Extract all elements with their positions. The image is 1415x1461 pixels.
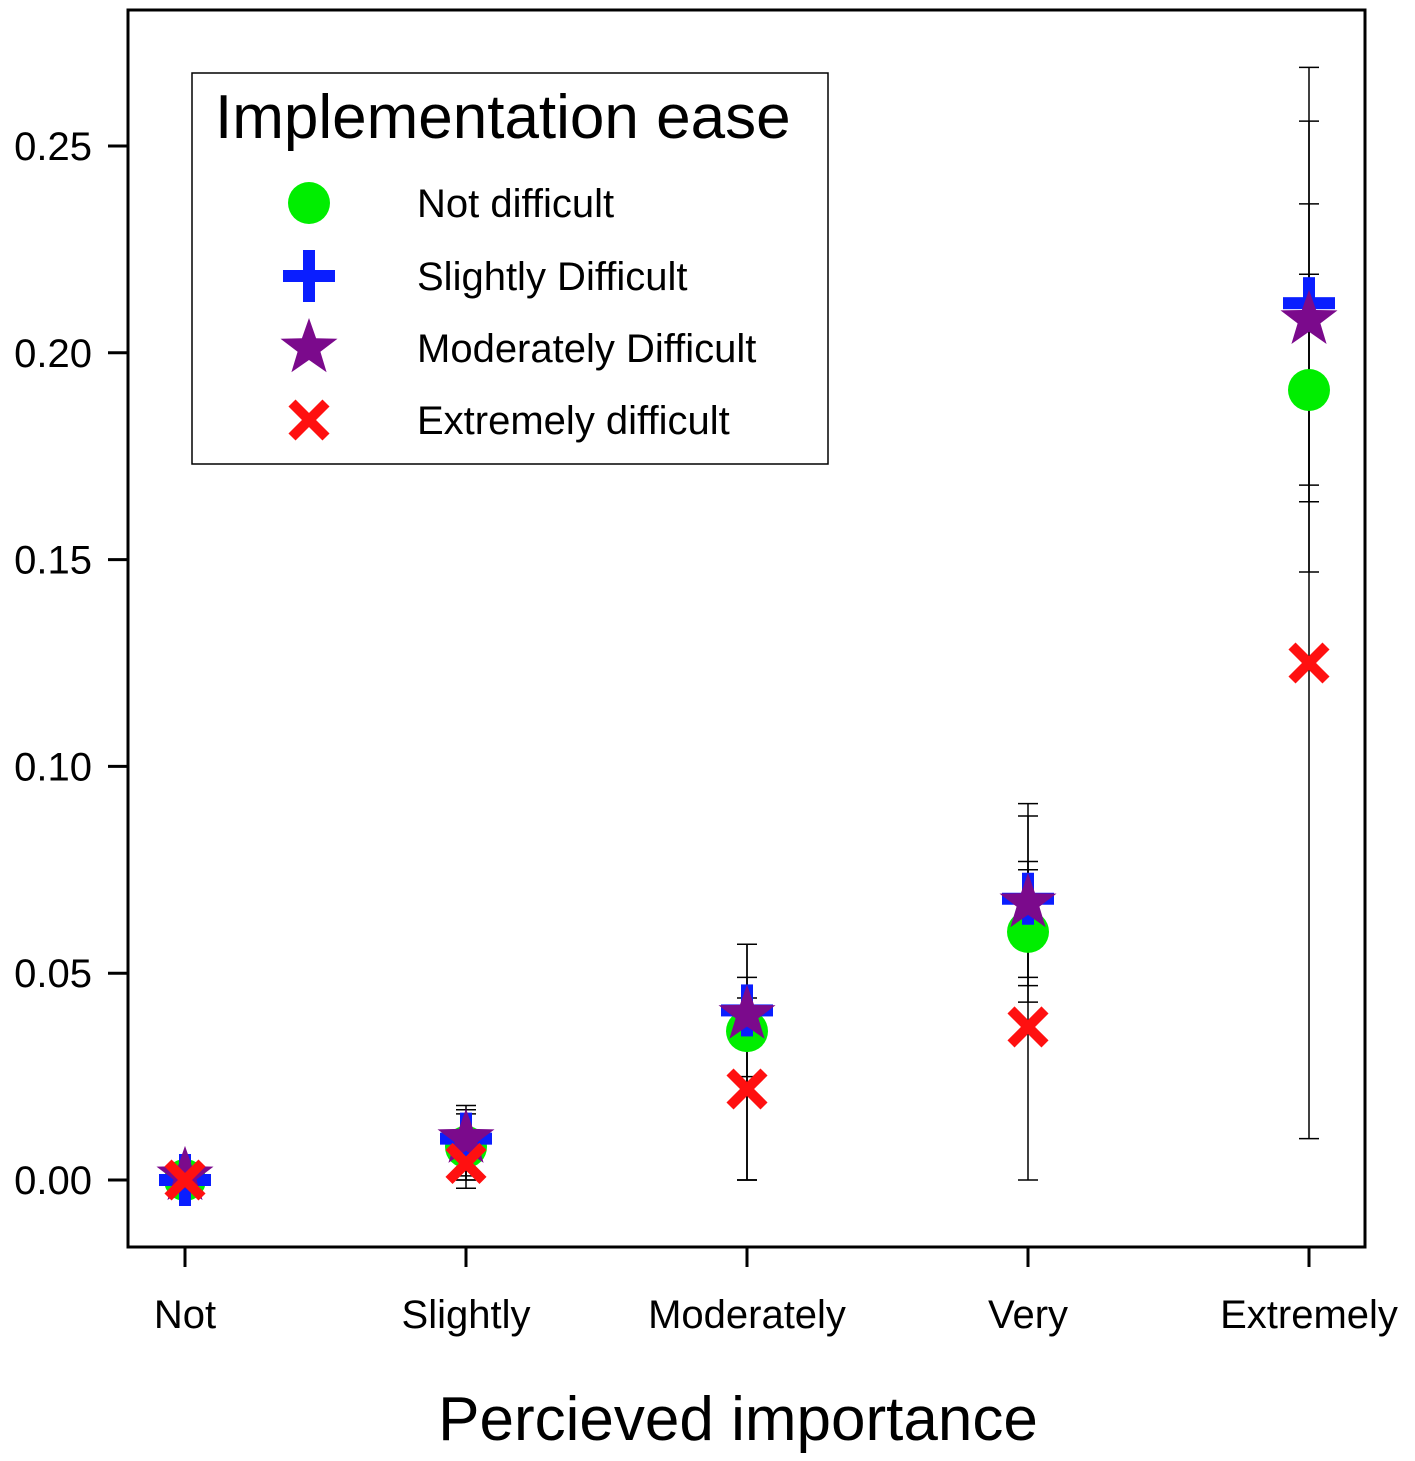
y-tick-label: 0.00 (14, 1159, 92, 1203)
legend: Implementation ease Not difficult Slightl… (191, 72, 829, 465)
legend-label: Not difficult (417, 182, 614, 226)
data-point-x (445, 1142, 487, 1184)
data-point-circle (1288, 369, 1330, 412)
y-tick-label: 0.25 (14, 125, 92, 169)
y-axis: 0.00 0.05 0.10 0.15 0.20 0.25 (14, 125, 128, 1203)
x-axis: Not Slightly Moderately Very Extremely (154, 1247, 1398, 1337)
data-point-x (164, 1159, 206, 1201)
data-point-x (726, 1068, 768, 1110)
data-point-star (999, 872, 1057, 928)
x-axis-title: Percieved importance (438, 1385, 1038, 1454)
data-point-star (718, 984, 776, 1039)
legend-symbol-plus (283, 250, 335, 302)
x-tick-label: Extremely (1220, 1293, 1398, 1337)
y-tick-label: 0.10 (14, 745, 92, 789)
legend-title: Implementation ease (215, 83, 791, 152)
legend-box (191, 72, 829, 465)
legend-label: Extremely difficult (417, 399, 730, 443)
x-tick-label: Very (988, 1293, 1068, 1337)
y-tick-label: 0.05 (14, 952, 92, 996)
x-tick-label: Slightly (402, 1293, 531, 1337)
data-point-x (1007, 1006, 1049, 1048)
y-tick-label: 0.15 (14, 539, 92, 583)
data-point-star (1280, 289, 1338, 344)
legend-symbol-circle (288, 182, 330, 224)
legend-label: Moderately Difficult (417, 327, 756, 371)
x-tick-label: Moderately (648, 1293, 846, 1337)
x-tick-label: Not (154, 1293, 216, 1337)
data-markers (156, 277, 1338, 1206)
legend-symbol-star (280, 318, 338, 373)
legend-label: Slightly Difficult (417, 255, 687, 299)
y-tick-label: 0.20 (14, 332, 92, 376)
data-point-star (437, 1108, 495, 1163)
legend-symbol-x (288, 399, 330, 441)
data-point-x (1288, 642, 1330, 684)
